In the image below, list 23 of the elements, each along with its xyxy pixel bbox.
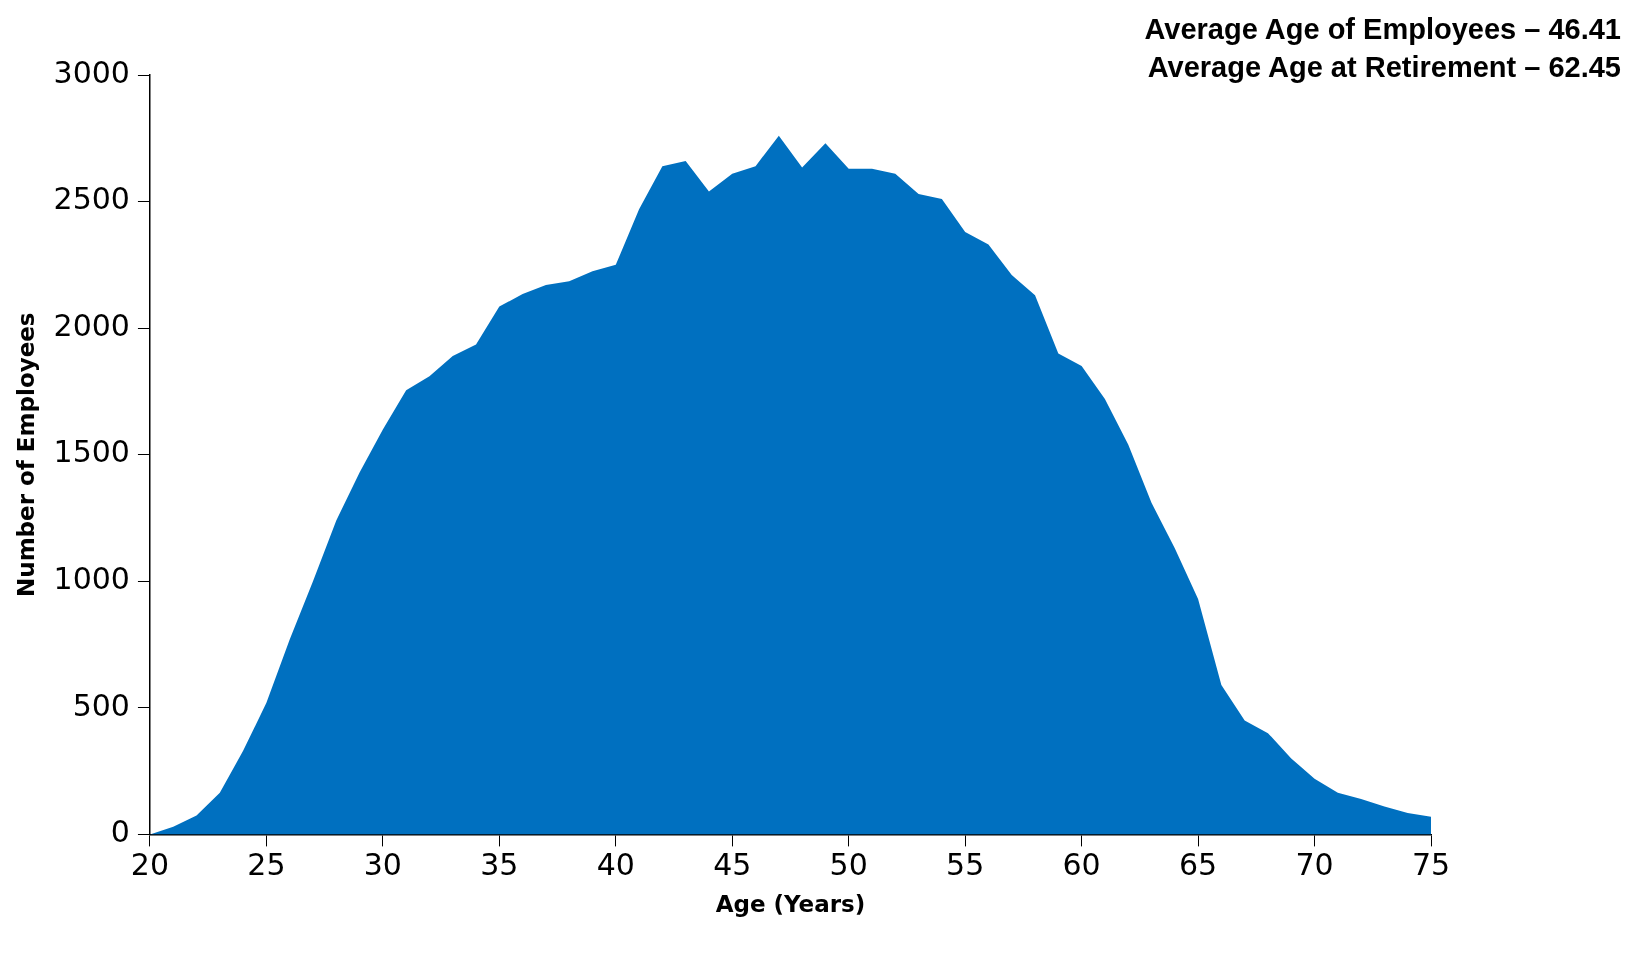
y-tick-label: 3000 xyxy=(53,54,130,90)
y-tick-label: 0 xyxy=(110,814,130,850)
y-tick-label: 500 xyxy=(72,687,130,723)
x-tick-label: 20 xyxy=(130,847,170,883)
x-tick-label: 40 xyxy=(596,847,635,883)
y-tick-label: 1000 xyxy=(53,561,130,597)
x-tick-label: 65 xyxy=(1178,847,1218,883)
x-axis-title: Age (Years) xyxy=(715,891,866,918)
x-tick-label: 60 xyxy=(1062,847,1101,883)
y-tick-label: 1500 xyxy=(53,434,130,470)
x-tick-label: 45 xyxy=(713,847,752,883)
annotation: Average Age at Retirement – 62.45 xyxy=(1146,50,1621,85)
text: Average Age of Employees – 46.41 xyxy=(1144,12,1621,47)
x-tick-label: 55 xyxy=(946,847,985,883)
y-tick-label: 2500 xyxy=(53,181,130,217)
x-tick-label: 50 xyxy=(829,847,868,883)
x-tick-label: 75 xyxy=(1411,847,1451,883)
x-tick-label: 35 xyxy=(480,847,519,883)
x-tick-label: 70 xyxy=(1295,847,1334,883)
x-tick-label: 25 xyxy=(247,847,286,883)
x-tick-label: 30 xyxy=(363,847,402,883)
y-axis-title: Number of Employees xyxy=(12,312,39,597)
y-tick-label: 2000 xyxy=(53,307,130,343)
